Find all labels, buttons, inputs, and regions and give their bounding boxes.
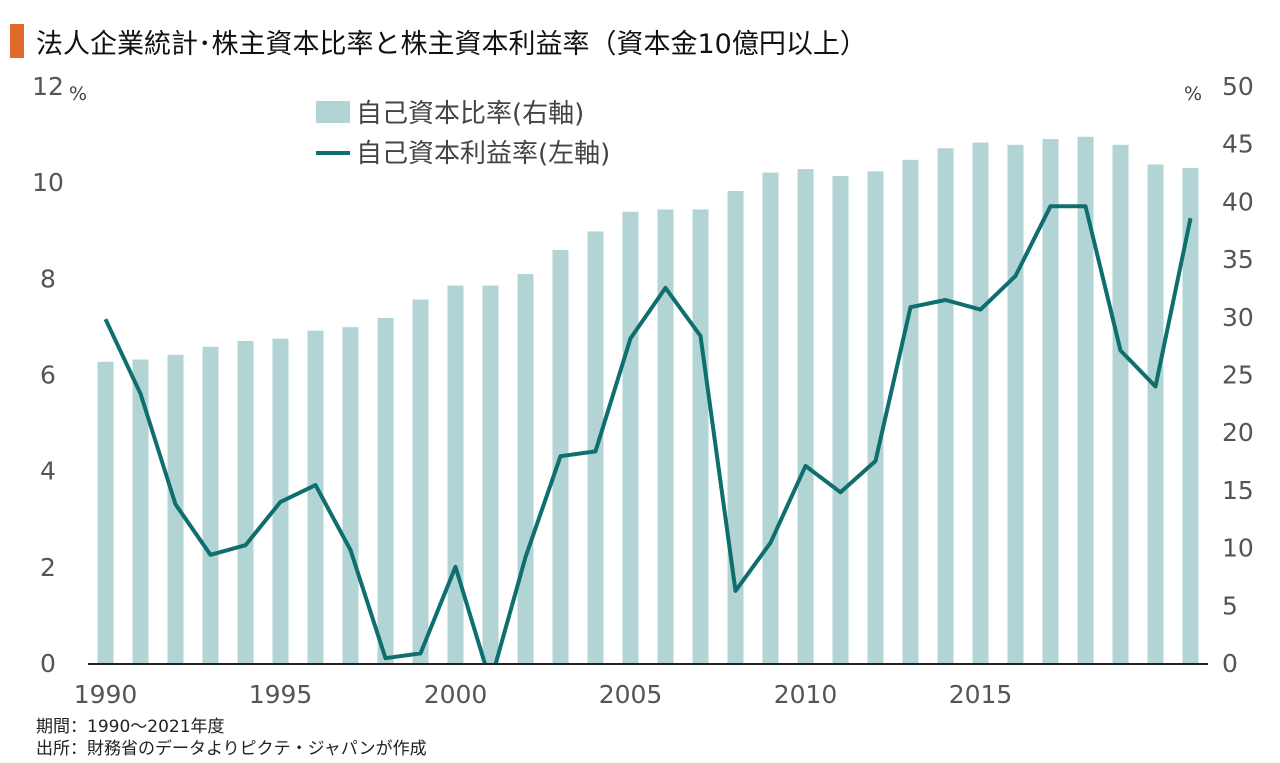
bar-1994 <box>237 341 254 663</box>
legend-bar-swatch <box>316 101 350 123</box>
right-tick-label-40: 40 <box>1222 187 1254 216</box>
bar-2019 <box>1112 144 1129 663</box>
bar-2021 <box>1182 167 1199 663</box>
bar-2007 <box>692 209 709 663</box>
bar-2015 <box>972 142 989 663</box>
bar-2008 <box>727 191 744 663</box>
bar-2014 <box>937 148 954 664</box>
line-series <box>103 204 1193 663</box>
period-note: 期間：1990～2021年度 <box>36 717 225 737</box>
bar-2009 <box>762 172 779 664</box>
right-tick-label-30: 30 <box>1222 303 1254 332</box>
x-tick-label-1990: 1990 <box>74 680 138 709</box>
bar-2006 <box>657 209 674 663</box>
right-tick-label-5: 5 <box>1222 591 1238 620</box>
bar-2002 <box>517 274 534 663</box>
x-tick-label-2005: 2005 <box>599 680 663 709</box>
right-axis-unit: % <box>1184 83 1202 105</box>
right-tick-label-20: 20 <box>1222 418 1254 447</box>
title-accent-bar <box>10 24 24 58</box>
bar-2013 <box>902 159 919 663</box>
roe-line <box>103 204 1193 663</box>
left-tick-label-6: 6 <box>40 361 56 390</box>
left-tick-label-0: 0 <box>40 649 56 678</box>
left-tick-label-8: 8 <box>40 264 56 293</box>
bar-2016 <box>1007 144 1024 663</box>
bar-1990 <box>97 361 114 663</box>
x-tick-label-2000: 2000 <box>424 680 488 709</box>
bar-2020 <box>1147 164 1164 664</box>
bar-1998 <box>377 317 394 663</box>
x-tick-label-1995: 1995 <box>249 680 313 709</box>
left-axis-unit: % <box>69 83 87 105</box>
legend: 自己資本比率(右軸) 自己資本利益率(左軸) <box>316 99 610 169</box>
left-tick-label-12: 12 <box>32 72 64 101</box>
left-tick-label-4: 4 <box>40 457 56 486</box>
bar-1992 <box>167 354 184 663</box>
bar-2017 <box>1042 139 1059 664</box>
axes: 1990 1995 2000 2005 2010 2015 0 2 4 6 8 10 12 0 5 10 15 2… <box>32 72 1254 709</box>
bar-2005 <box>622 211 639 663</box>
footnotes: 期間：1990～2021年度 出所：財務省のデータよりピクテ・ジャパンが作成 <box>36 716 427 760</box>
bar-2000 <box>447 285 464 663</box>
bar-1997 <box>342 327 359 663</box>
bar-2001 <box>482 285 499 663</box>
page-title: 法人企業統計･株主資本比率と株主資本利益率（資本金10億円以上） <box>36 29 867 60</box>
right-tick-label-10: 10 <box>1222 534 1254 563</box>
right-tick-label-50: 50 <box>1222 72 1254 101</box>
bar-1993 <box>202 346 219 663</box>
left-tick-label-2: 2 <box>40 553 56 582</box>
right-tick-label-45: 45 <box>1222 130 1254 159</box>
legend-bar-label: 自己資本比率(右軸) <box>356 99 584 129</box>
right-tick-label-25: 25 <box>1222 361 1254 390</box>
legend-line-label: 自己資本利益率(左軸) <box>356 139 610 169</box>
bar-1996 <box>307 330 324 663</box>
bar-2012 <box>867 171 884 663</box>
right-tick-label-15: 15 <box>1222 476 1254 505</box>
x-tick-label-2015: 2015 <box>949 680 1013 709</box>
bar-1999 <box>412 299 429 663</box>
x-tick-label-2010: 2010 <box>774 680 838 709</box>
bar-2010 <box>797 169 814 663</box>
source-note: 出所：財務省のデータよりピクテ・ジャパンが作成 <box>36 739 427 759</box>
bar-2011 <box>832 176 849 663</box>
left-tick-label-10: 10 <box>32 168 64 197</box>
bar-2018 <box>1077 136 1094 663</box>
right-tick-label-0: 0 <box>1222 649 1238 678</box>
bar-series <box>97 136 1199 664</box>
bar-1991 <box>132 359 149 663</box>
right-tick-label-35: 35 <box>1222 245 1254 274</box>
